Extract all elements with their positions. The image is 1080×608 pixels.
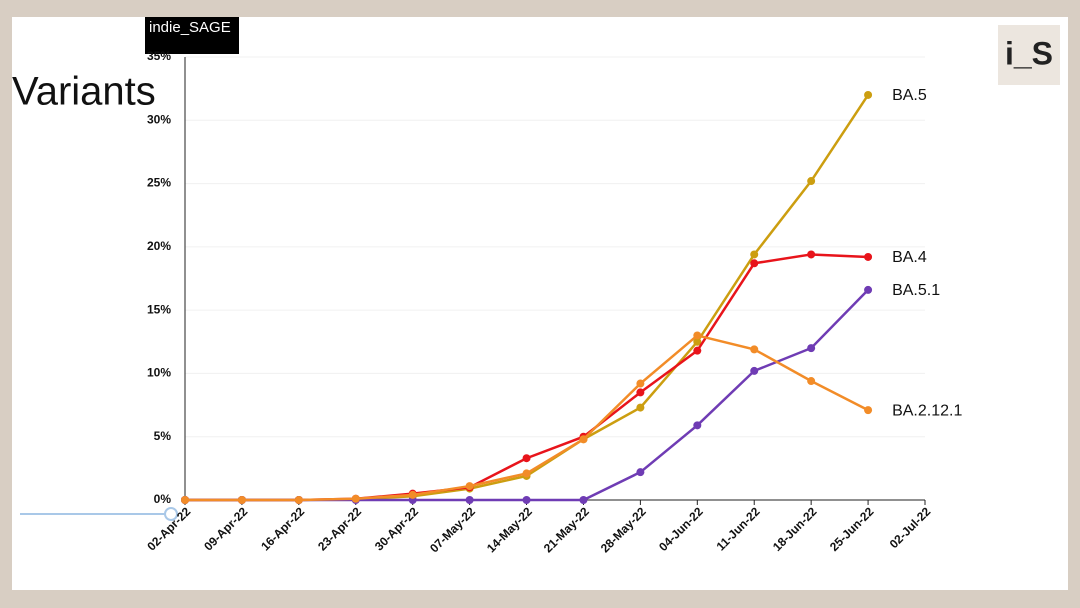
data-point: [237, 496, 246, 504]
data-point: [351, 494, 360, 503]
y-tick-label: 5%: [154, 429, 172, 443]
chart-title: Variants: [12, 70, 156, 114]
y-tick-label: 25%: [147, 176, 171, 190]
progress-knob[interactable]: [164, 507, 178, 521]
y-tick-label: 30%: [147, 112, 171, 126]
series-label: BA.5.1: [892, 282, 940, 299]
slide: [12, 17, 1068, 590]
y-tick-label: 15%: [147, 302, 171, 316]
data-point: [807, 177, 816, 186]
data-point: [693, 337, 702, 346]
data-point: [579, 435, 588, 444]
data-point: [750, 345, 759, 354]
series-label: BA.2.12.1: [892, 402, 962, 419]
logo-box: [145, 17, 239, 54]
data-point: [750, 259, 759, 268]
series-label: BA.5: [892, 87, 927, 104]
data-point: [693, 346, 702, 355]
y-tick-label: 10%: [147, 366, 171, 380]
data-point: [636, 468, 645, 477]
badge: i_S: [1005, 35, 1053, 71]
logo: indie_SAGE: [149, 19, 231, 36]
data-point: [693, 421, 702, 430]
data-point: [864, 252, 873, 261]
y-tick-label: 35%: [147, 49, 171, 63]
y-tick-label: 0%: [154, 492, 172, 506]
data-point: [408, 490, 417, 499]
series-label: BA.4: [892, 249, 927, 266]
data-point: [465, 496, 474, 504]
data-point: [807, 250, 816, 259]
data-point: [636, 388, 645, 397]
data-point: [636, 403, 645, 412]
data-point: [294, 496, 303, 504]
data-point: [807, 377, 816, 386]
data-point: [465, 482, 474, 491]
data-point: [181, 496, 189, 504]
data-point: [807, 344, 816, 353]
data-point: [864, 90, 873, 99]
data-point: [522, 454, 531, 463]
data-point: [522, 469, 531, 478]
data-point: [864, 406, 873, 415]
data-point: [750, 366, 759, 375]
badge-box: [998, 25, 1060, 85]
data-point: [522, 496, 531, 504]
data-point: [579, 496, 588, 504]
y-tick-label: 20%: [147, 239, 171, 253]
data-point: [693, 331, 702, 340]
data-point: [750, 250, 759, 259]
data-point: [636, 379, 645, 388]
data-point: [864, 285, 873, 294]
